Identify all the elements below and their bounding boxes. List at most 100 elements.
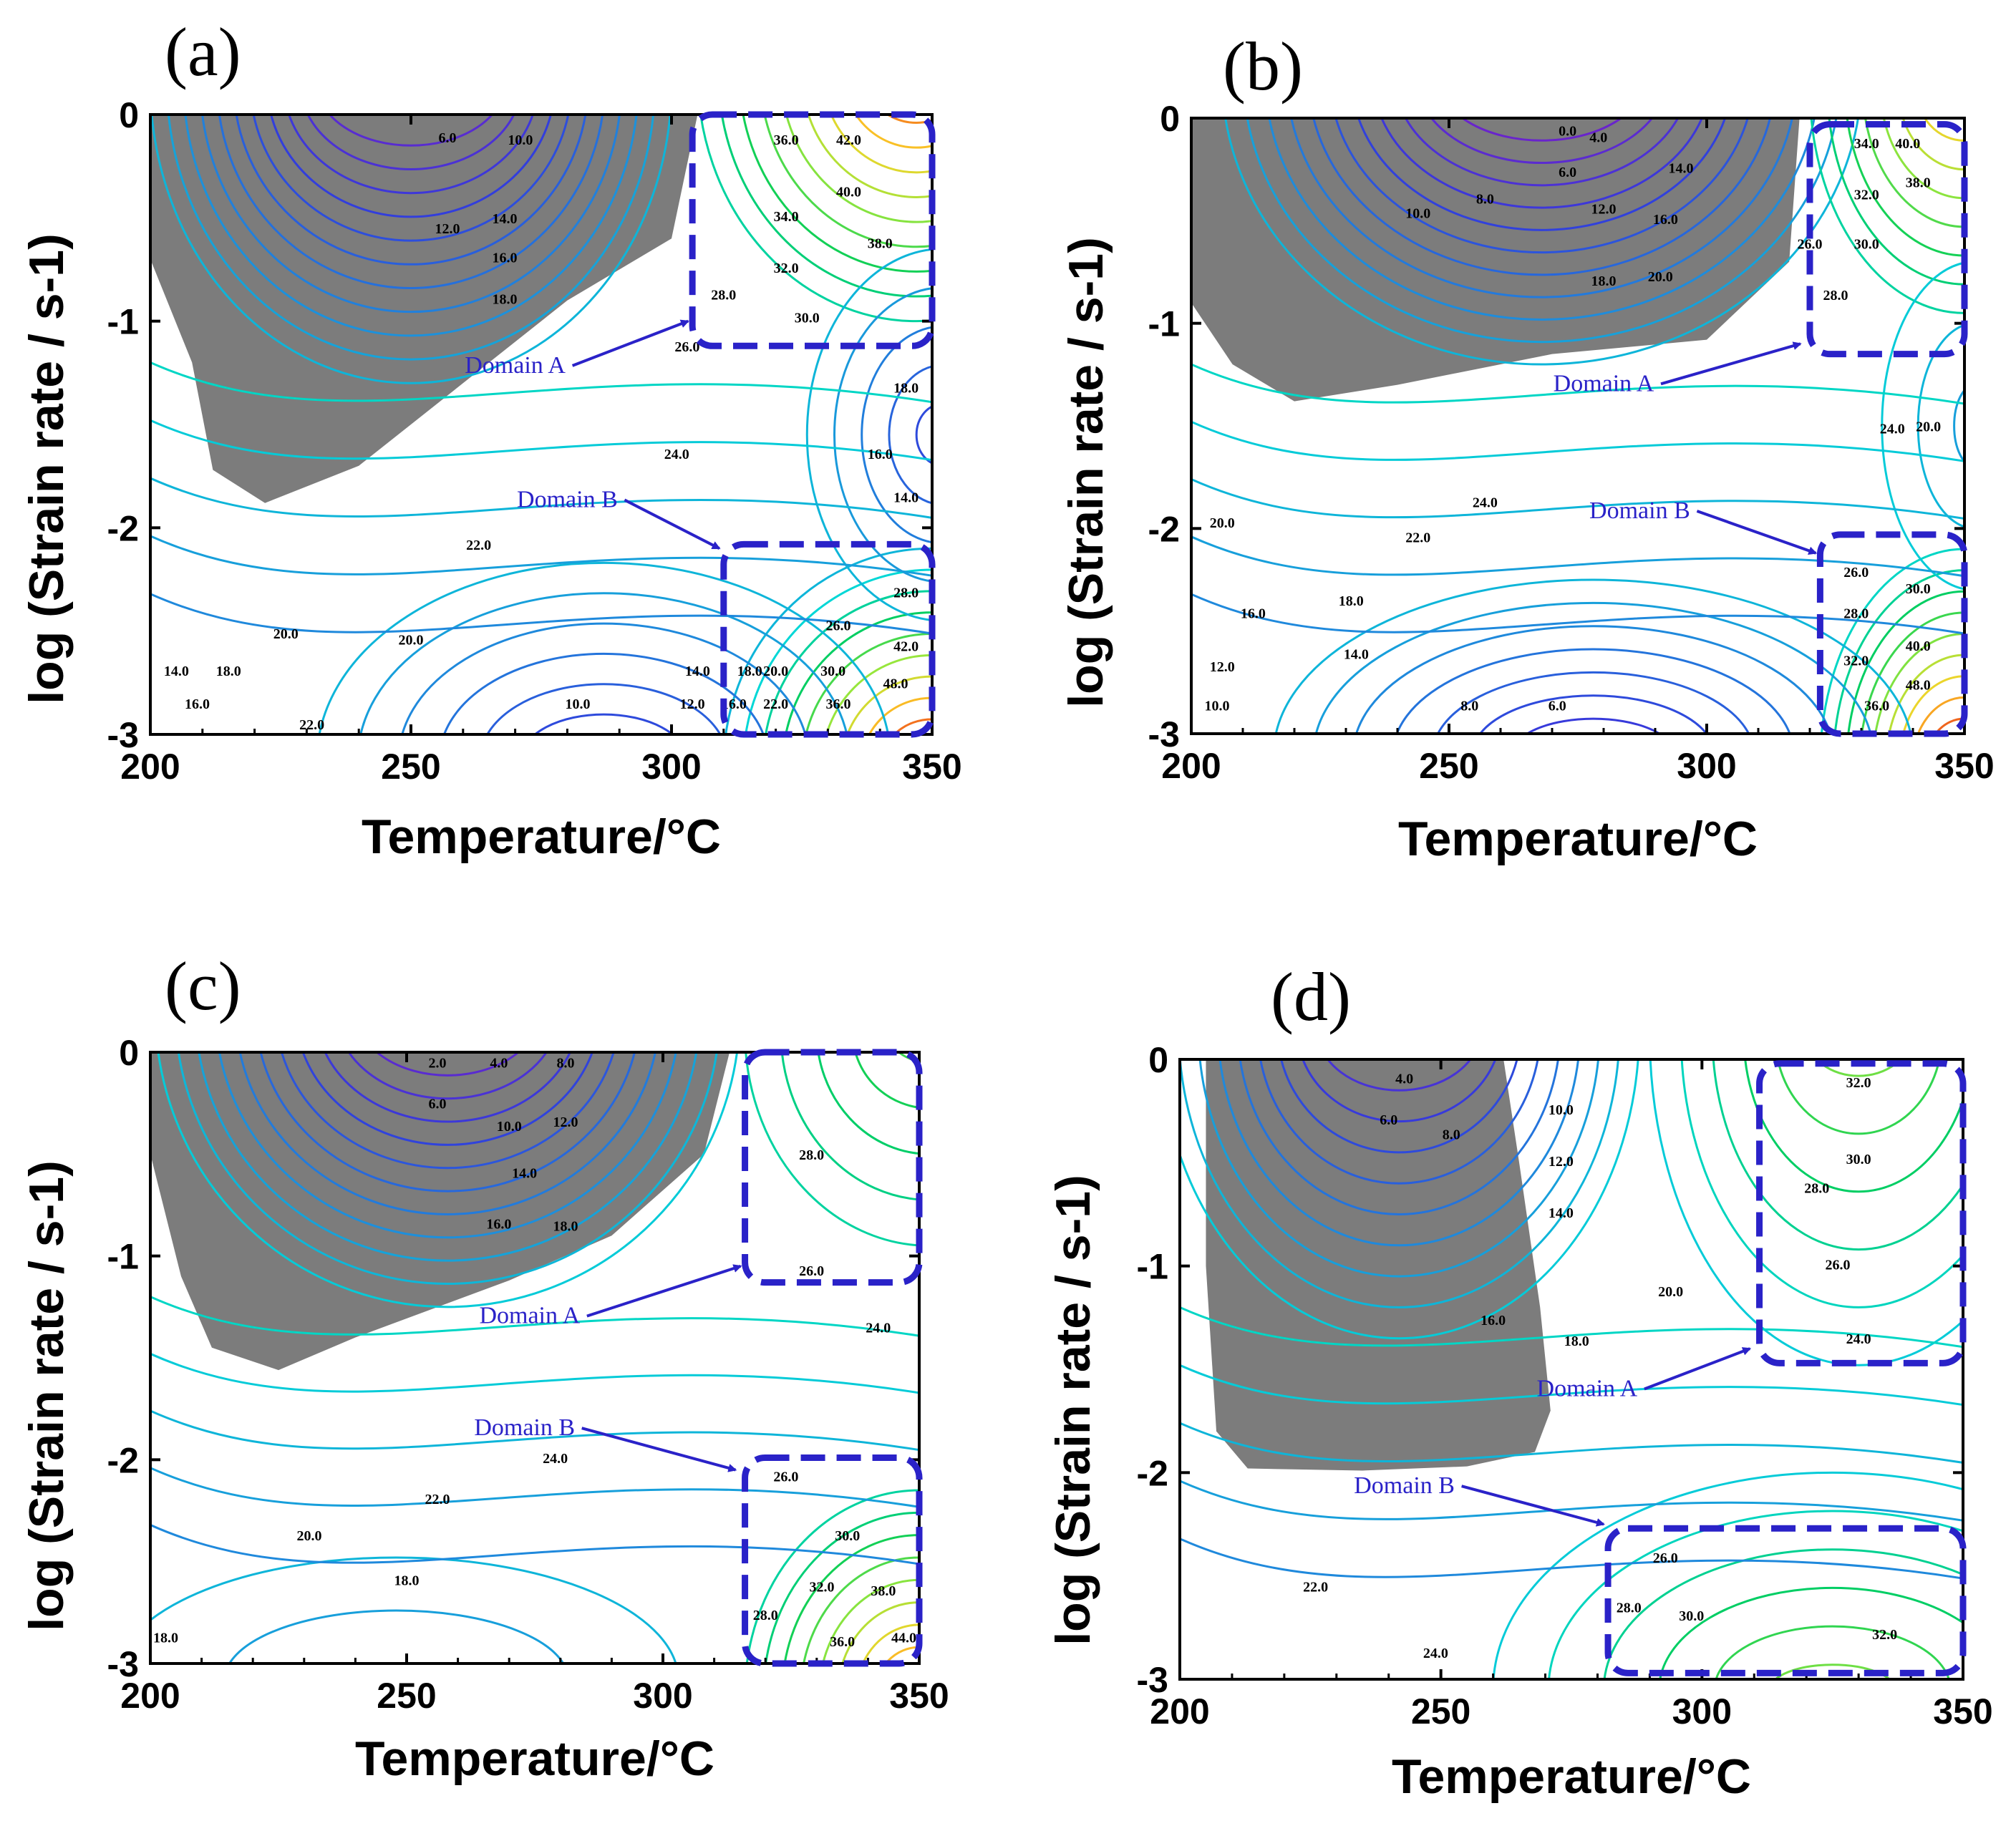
contour-line xyxy=(150,1467,919,1508)
panel-label: (b) xyxy=(1223,28,1303,105)
contour-label: 14.0 xyxy=(164,664,189,679)
contour-label: 28.0 xyxy=(1843,606,1869,621)
x-tick-label: 350 xyxy=(1933,1691,1992,1731)
contour-label: 12.0 xyxy=(1591,202,1617,218)
y-axis-title: log (Strain rate / s-1) xyxy=(19,1160,74,1631)
x-tick-label: 250 xyxy=(1411,1691,1470,1731)
contour-label: 8.0 xyxy=(1443,1127,1460,1142)
domain-label: Domain B xyxy=(1589,497,1690,524)
contour-line xyxy=(533,713,674,734)
contour-label: 36.0 xyxy=(825,696,850,712)
contour-label: 48.0 xyxy=(1906,678,1931,694)
contour-label: 14.0 xyxy=(1344,647,1369,663)
contour-line xyxy=(1326,1059,1472,1092)
contour-label: 28.0 xyxy=(799,1147,824,1163)
contour-line xyxy=(1649,1059,1963,1366)
x-axis-title: Temperature/°C xyxy=(362,810,721,864)
contour-line xyxy=(1478,694,1708,734)
x-axis-title: Temperature/°C xyxy=(1392,1749,1751,1804)
contour-lines xyxy=(150,1052,919,1663)
contour-line xyxy=(1280,1059,1518,1154)
contour-line xyxy=(1436,671,1750,734)
contour-label: 26.0 xyxy=(1843,565,1869,581)
contour-label: 36.0 xyxy=(830,1634,855,1650)
domain-box xyxy=(1756,1060,1967,1366)
contour-label: 14.0 xyxy=(685,664,710,679)
contour-line xyxy=(228,1609,565,1663)
contour-line xyxy=(833,287,932,583)
contour-line xyxy=(201,115,621,314)
arrow-icon xyxy=(571,319,689,367)
contour-line xyxy=(150,115,672,384)
contour-label: 16.0 xyxy=(1653,212,1678,228)
contour-label: 8.0 xyxy=(1476,191,1494,207)
contour-label: 14.0 xyxy=(1549,1205,1574,1221)
contour-line xyxy=(150,361,932,404)
contour-line xyxy=(442,652,765,734)
y-tick-label: 0 xyxy=(119,1033,139,1073)
y-axis: 0 -1 -2 -3 xyxy=(1137,1040,1963,1700)
contour-label: 24.0 xyxy=(543,1451,568,1467)
contour-line xyxy=(280,1052,615,1170)
contour-labels: 6.0 10.0 12.0 14.0 16.0 18.0 36.0 42.0 40.0 34.0 3… xyxy=(164,130,919,733)
contour-line xyxy=(270,115,552,218)
contour-label: 6.0 xyxy=(1549,698,1566,714)
contour-label: 24.0 xyxy=(1880,421,1905,437)
domain-box xyxy=(689,111,936,349)
y-axis: 0 -1 -2 -3 xyxy=(1148,99,1964,754)
contour-line xyxy=(1180,1059,1619,1308)
contour-line xyxy=(888,365,932,505)
contour-label: 48.0 xyxy=(883,676,908,691)
contour-label: 28.0 xyxy=(753,1608,778,1623)
contour-label: 16.0 xyxy=(486,1217,511,1233)
contour-label: 40.0 xyxy=(1895,136,1920,152)
contour-label: 2.0 xyxy=(428,1056,446,1072)
contour-label: 26.0 xyxy=(773,1470,798,1485)
contour-line xyxy=(1430,118,1654,165)
x-tick-label: 350 xyxy=(902,747,961,787)
contour-line xyxy=(1290,118,1793,298)
contour-label: 20.0 xyxy=(1210,515,1235,531)
contour-label: 18.0 xyxy=(493,291,518,307)
arrow-icon xyxy=(1660,341,1802,386)
contour-line xyxy=(318,561,890,734)
x-axis: 200 250 300 350 xyxy=(120,115,962,787)
contour-label: 34.0 xyxy=(774,209,799,225)
contour-line xyxy=(1548,1510,1963,1679)
contour-label: 10.0 xyxy=(508,132,533,148)
contour-line xyxy=(1302,1059,1497,1123)
contour-line xyxy=(1180,1364,1963,1407)
contour-line xyxy=(401,622,807,734)
contour-line xyxy=(1239,1059,1559,1215)
contour-line xyxy=(854,1052,919,1109)
contour-label: 32.0 xyxy=(1854,188,1879,203)
contour-label: 18.0 xyxy=(216,664,241,679)
contour-line xyxy=(1603,1548,1963,1679)
domain-b: Domain B xyxy=(1354,1472,1967,1676)
contour-label: 22.0 xyxy=(1303,1580,1328,1595)
arrow-icon xyxy=(586,1264,742,1318)
contour-label: 24.0 xyxy=(1846,1331,1871,1347)
domain-box xyxy=(720,540,936,738)
contour-line xyxy=(1382,1059,1416,1061)
contour-label: 20.0 xyxy=(1648,269,1673,285)
contour-line xyxy=(1659,1586,1963,1679)
contour-label: 6.0 xyxy=(1380,1112,1397,1128)
contour-line xyxy=(150,535,932,577)
contour-line xyxy=(347,1052,548,1100)
contour-label: 4.0 xyxy=(1395,1071,1413,1087)
contour-label: 14.0 xyxy=(1669,160,1694,176)
contour-label: 36.0 xyxy=(1864,698,1889,714)
contour-label: 10.0 xyxy=(1549,1102,1574,1118)
y-tick-label: 0 xyxy=(1148,1040,1168,1080)
contour-label: 12.0 xyxy=(680,696,705,712)
y-tick-label: -1 xyxy=(107,1237,139,1277)
contour-line xyxy=(168,115,654,361)
contour-label: 18.0 xyxy=(153,1630,178,1646)
contour-line xyxy=(1934,63,1995,112)
contour-line xyxy=(1274,578,1912,734)
contour-label: 26.0 xyxy=(1798,236,1823,252)
contour-label: 28.0 xyxy=(1617,1600,1642,1616)
domain-b: Domain B xyxy=(474,1414,923,1667)
